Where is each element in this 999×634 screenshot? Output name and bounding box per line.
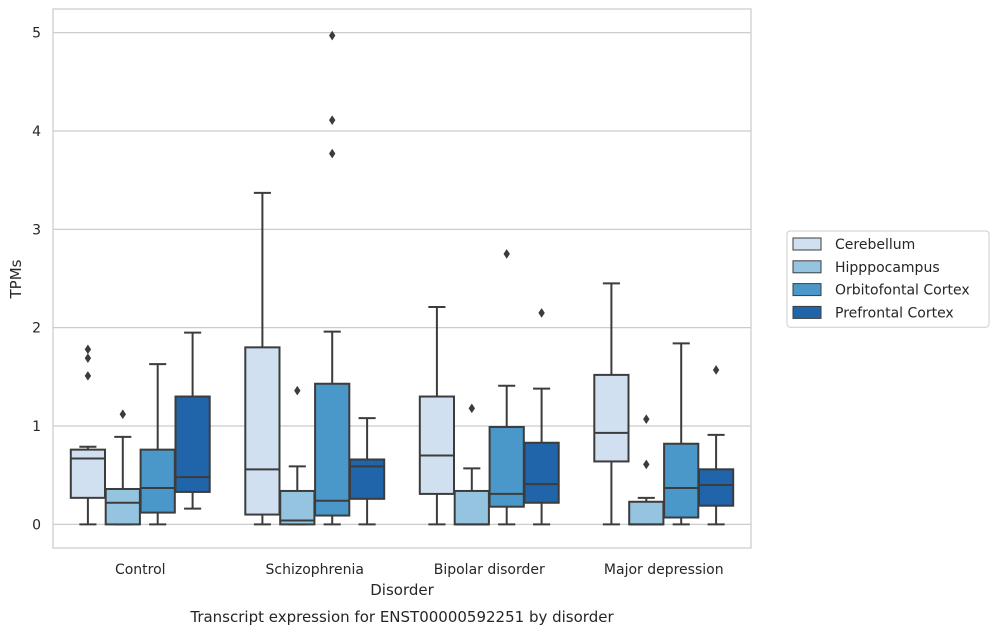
outlier-point — [294, 385, 301, 396]
outlier-point — [329, 148, 336, 159]
box-plot — [488, 249, 525, 526]
legend-frame — [786, 230, 990, 328]
legend-label: Cerebellum — [835, 237, 915, 253]
box — [104, 487, 141, 526]
y-tick-label: 2 — [32, 321, 41, 337]
x-axis-label: Disorder — [370, 581, 434, 599]
box-plot — [139, 363, 176, 526]
y-axis-label: TPMs — [7, 259, 25, 299]
box-plot — [314, 30, 351, 526]
box-plot — [523, 308, 560, 526]
x-tick-label: Control — [115, 562, 166, 578]
box — [314, 382, 351, 517]
x-tick-label: Bipolar disorder — [434, 562, 545, 578]
legend-swatch — [792, 283, 822, 297]
box-plot — [593, 282, 630, 526]
box — [174, 395, 211, 493]
box — [523, 441, 560, 504]
x-tick-label: Schizophrenia — [266, 562, 364, 578]
y-tick-label: 3 — [32, 222, 41, 238]
y-tick-label: 1 — [32, 419, 41, 435]
box — [628, 500, 665, 526]
y-tick-label: 5 — [32, 26, 41, 42]
box — [593, 373, 630, 463]
box-plot — [104, 409, 141, 526]
box — [418, 395, 456, 495]
x-tick-labels: Control Schizophrenia Bipolar disorder Majo… — [115, 562, 724, 578]
y-tick-label: 0 — [32, 517, 41, 533]
outlier-point — [329, 115, 336, 125]
outlier-point — [84, 371, 92, 381]
legend-swatch — [792, 260, 822, 274]
plot-frame — [52, 8, 752, 549]
box-plot — [418, 306, 456, 526]
outlier-point — [538, 308, 545, 318]
outlier-point — [329, 30, 336, 41]
x-tick-label: Major depression — [604, 562, 724, 578]
box-plot — [244, 191, 281, 526]
legend-swatch — [792, 305, 822, 319]
box — [139, 448, 176, 514]
box — [453, 489, 490, 526]
box-plot — [348, 417, 386, 526]
chart-title: Transcript expression for ENST0000059225… — [189, 608, 614, 626]
y-tick-labels: 0 1 2 3 4 5 — [32, 26, 41, 534]
legend: Cerebellum Hipppocampus Orbitofontal Corte… — [786, 230, 990, 328]
outlier-point — [84, 344, 92, 355]
outlier-point — [119, 409, 126, 420]
box-plot — [663, 342, 700, 526]
outlier-point — [84, 353, 92, 363]
legend-swatch — [792, 237, 822, 251]
box — [697, 468, 735, 507]
legend-label: Hipppocampus — [835, 260, 940, 276]
box-plots — [69, 30, 735, 526]
box-plot — [279, 385, 316, 526]
y-tick-label: 4 — [32, 124, 41, 140]
box-plot — [628, 414, 665, 526]
outlier-point — [468, 403, 475, 414]
box — [663, 442, 700, 519]
legend-label: Prefrontal Cortex — [835, 305, 954, 321]
box-plot — [453, 403, 490, 526]
outlier-point — [643, 414, 650, 424]
box-plot — [697, 365, 735, 526]
box-plot — [69, 344, 107, 526]
outlier-point — [643, 459, 650, 470]
box-plot — [174, 331, 211, 510]
box — [244, 346, 281, 516]
outlier-point — [503, 249, 510, 259]
box — [279, 489, 316, 526]
outlier-point — [712, 365, 720, 375]
box — [69, 448, 107, 499]
legend-label: Orbitofontal Cortex — [835, 283, 970, 299]
